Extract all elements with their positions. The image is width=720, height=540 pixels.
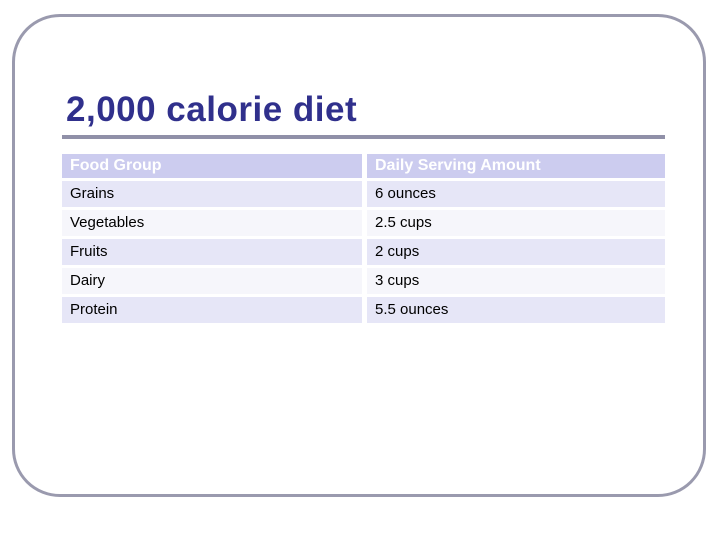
table-cell-food-group-vegetables: Vegetables	[62, 210, 362, 236]
slide-title: 2,000 calorie diet	[66, 90, 358, 129]
table-cell-food-group-dairy: Dairy	[62, 268, 362, 294]
table-header-food-group: Food Group	[62, 154, 362, 178]
table-cell-serving-vegetables: 2.5 cups	[367, 210, 665, 236]
table-cell-serving-protein: 5.5 ounces	[367, 297, 665, 323]
table-cell-food-group-fruits: Fruits	[62, 239, 362, 265]
table-cell-serving-fruits: 2 cups	[367, 239, 665, 265]
table-cell-food-group-grains: Grains	[62, 181, 362, 207]
table-cell-serving-dairy: 3 cups	[367, 268, 665, 294]
table-cell-food-group-protein: Protein	[62, 297, 362, 323]
diet-table: Food Group Daily Serving Amount Grains 6…	[62, 154, 665, 323]
slide-border	[12, 14, 706, 497]
title-underline	[62, 135, 665, 139]
table-cell-serving-grains: 6 ounces	[367, 181, 665, 207]
table-header-daily-serving-amount: Daily Serving Amount	[367, 154, 665, 178]
